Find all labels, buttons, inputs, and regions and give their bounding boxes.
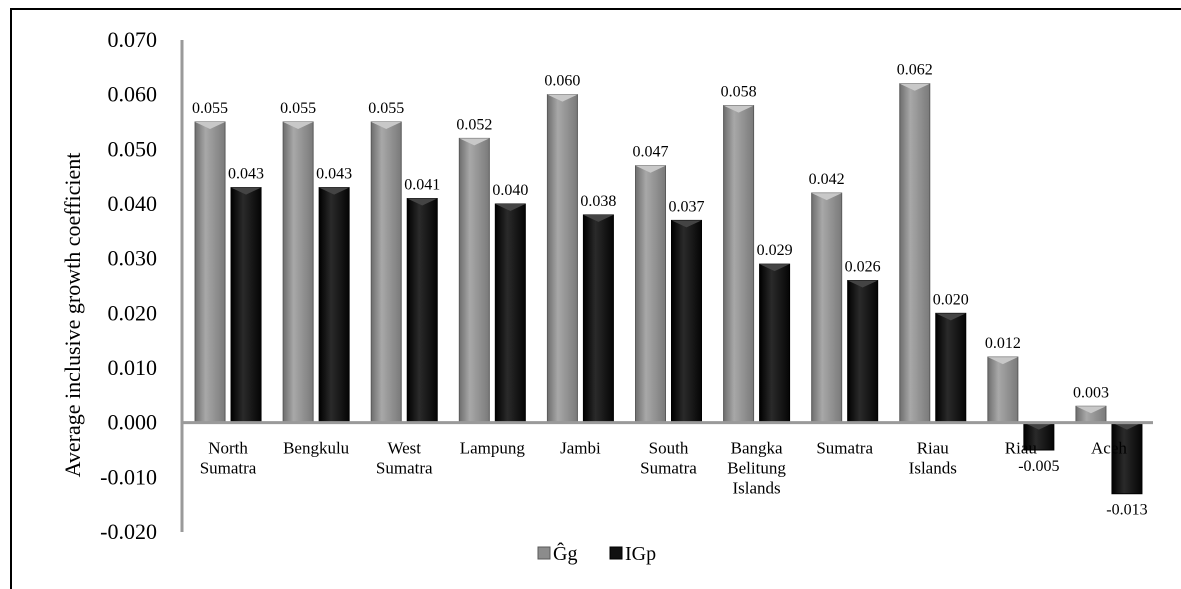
category-label: Belitung bbox=[727, 459, 786, 478]
data-label-igp: 0.038 bbox=[580, 193, 616, 210]
bar-gg bbox=[635, 165, 666, 424]
category-label: West bbox=[387, 439, 421, 458]
data-label-gg: 0.012 bbox=[985, 335, 1021, 352]
y-tick-label: 0.050 bbox=[108, 136, 158, 161]
bar-gg bbox=[899, 83, 931, 424]
bar-igp bbox=[230, 187, 262, 424]
y-tick-label: 0.010 bbox=[108, 355, 158, 380]
bar-igp bbox=[759, 263, 791, 424]
data-label-gg: 0.058 bbox=[721, 84, 757, 101]
bar-igp bbox=[847, 280, 879, 424]
bar-igp-cap bbox=[1023, 422, 1054, 430]
category-label: Riau bbox=[917, 439, 950, 458]
data-label-igp: 0.020 bbox=[933, 291, 969, 308]
data-label-igp: 0.041 bbox=[404, 177, 440, 194]
category-label: Bengkulu bbox=[283, 439, 350, 458]
y-tick-label: -0.010 bbox=[100, 464, 157, 489]
bar-igp-cap bbox=[495, 204, 526, 211]
bar-igp-cap bbox=[1111, 422, 1142, 430]
bar-gg-cap bbox=[195, 122, 226, 129]
bar-igp-cap bbox=[847, 280, 878, 288]
data-label-igp: 0.026 bbox=[845, 259, 881, 276]
bar-gg-cap bbox=[811, 193, 842, 201]
y-tick-label: -0.020 bbox=[100, 519, 157, 544]
bar-igp-cap bbox=[671, 220, 702, 228]
bar-gg bbox=[723, 105, 755, 424]
bar-igp-cap bbox=[583, 214, 614, 222]
bar-gg-cap bbox=[635, 165, 666, 173]
y-tick-label: 0.020 bbox=[108, 300, 158, 325]
data-label-igp: -0.005 bbox=[1018, 458, 1059, 475]
bar-gg bbox=[546, 94, 578, 424]
bar-igp-cap bbox=[759, 264, 790, 272]
bar-igp bbox=[406, 198, 438, 424]
data-label-gg: 0.060 bbox=[544, 73, 580, 90]
bar-gg-cap bbox=[899, 83, 930, 91]
bar-igp-cap bbox=[319, 187, 350, 195]
bar-igp bbox=[935, 312, 967, 424]
y-tick-label: 0.040 bbox=[108, 191, 158, 216]
category-label: Aceh bbox=[1091, 439, 1127, 458]
data-label-igp: 0.029 bbox=[757, 242, 793, 259]
bar-gg-cap bbox=[987, 357, 1018, 365]
category-label: Sumatra bbox=[640, 459, 697, 478]
bar-igp bbox=[582, 214, 614, 424]
bar-gg-cap bbox=[283, 122, 314, 129]
category-label: South bbox=[649, 439, 689, 458]
data-label-igp: 0.037 bbox=[669, 198, 705, 215]
data-label-gg: 0.062 bbox=[897, 62, 933, 79]
data-label-igp: 0.040 bbox=[492, 182, 528, 199]
bar-gg-cap bbox=[547, 94, 578, 102]
legend-swatch-gg bbox=[537, 546, 551, 560]
bar-gg bbox=[811, 192, 843, 424]
data-label-igp: -0.013 bbox=[1106, 502, 1147, 519]
category-label: Riau bbox=[1005, 439, 1038, 458]
y-axis-title: Average inclusive growth coefficient bbox=[60, 153, 85, 478]
y-tick-label: 0.030 bbox=[108, 246, 158, 271]
bar-igp-cap bbox=[407, 198, 438, 206]
legend-label-igp: IGp bbox=[625, 543, 656, 565]
legend-swatch-igp bbox=[609, 546, 623, 560]
bar-igp-cap bbox=[935, 313, 966, 321]
category-label: Bangka bbox=[731, 439, 783, 458]
bar-gg bbox=[370, 121, 402, 424]
bar-gg bbox=[282, 121, 314, 424]
data-label-gg: 0.055 bbox=[368, 100, 404, 117]
bar-igp bbox=[1111, 422, 1143, 495]
y-tick-label: 0.070 bbox=[108, 27, 158, 52]
bar-gg-cap bbox=[459, 138, 490, 146]
bar-gg-cap bbox=[1075, 406, 1106, 414]
category-label: Sumatra bbox=[376, 459, 433, 478]
data-label-igp: 0.043 bbox=[316, 166, 352, 183]
category-label: North bbox=[208, 439, 248, 458]
bar-gg-cap bbox=[723, 105, 754, 113]
category-label: Islands bbox=[733, 479, 781, 498]
data-label-gg: 0.055 bbox=[192, 100, 228, 117]
bar-gg bbox=[987, 356, 1019, 424]
data-label-gg: 0.042 bbox=[809, 171, 845, 188]
data-label-gg: 0.003 bbox=[1073, 384, 1109, 401]
bar-gg bbox=[194, 121, 226, 424]
category-label: Sumatra bbox=[816, 439, 873, 458]
data-label-igp: 0.043 bbox=[228, 166, 264, 183]
bar-igp bbox=[318, 187, 350, 424]
data-label-gg: 0.047 bbox=[633, 144, 669, 161]
category-label: Sumatra bbox=[200, 459, 257, 478]
category-label: Islands bbox=[909, 459, 957, 478]
data-label-gg: 0.052 bbox=[456, 116, 492, 133]
bar-gg-cap bbox=[371, 122, 402, 129]
category-label: Lampung bbox=[460, 439, 526, 458]
y-tick-label: 0.000 bbox=[108, 410, 158, 435]
bar-gg bbox=[458, 137, 490, 424]
bar-igp bbox=[494, 203, 526, 424]
bar-igp bbox=[671, 219, 702, 424]
category-label: Jambi bbox=[560, 439, 601, 458]
data-label-gg: 0.055 bbox=[280, 100, 316, 117]
chart-frame bbox=[10, 8, 1181, 589]
legend-label-gg: Ĝg bbox=[553, 541, 577, 565]
y-tick-label: 0.060 bbox=[108, 82, 158, 107]
bar-igp-cap bbox=[231, 187, 262, 195]
